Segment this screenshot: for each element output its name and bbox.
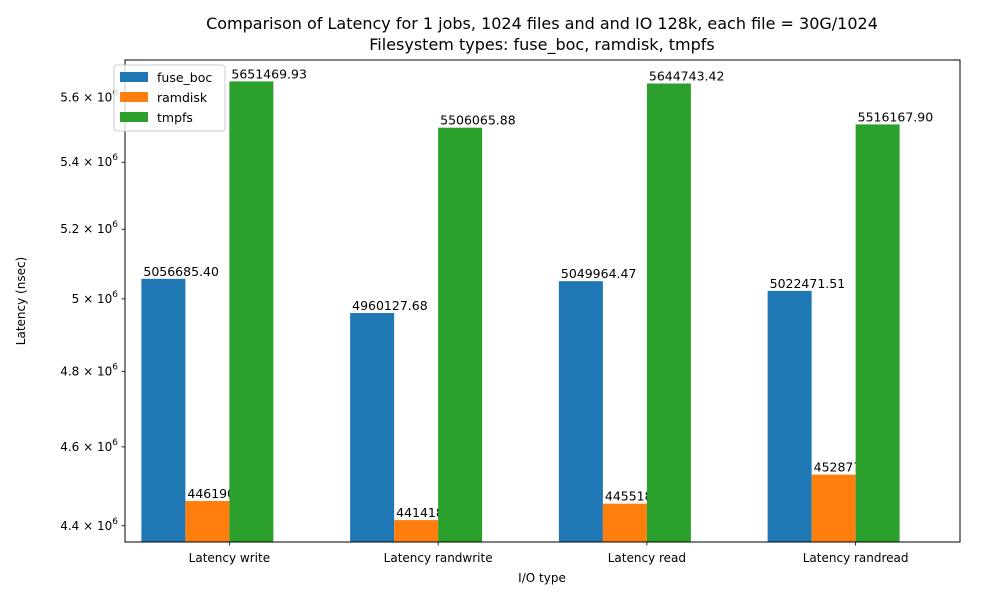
y-tick-label: 5 × 106 — [72, 290, 119, 306]
bar-ramdisk-0 — [185, 500, 230, 542]
data-label-tmpfs-1: 5506065.88 — [440, 113, 516, 128]
bar-fuse_boc-2 — [558, 281, 603, 542]
data-label-fuse_boc-1: 4960127.68 — [352, 298, 428, 313]
bars-group: 5056685.404461900.865651469.934960127.68… — [141, 66, 934, 543]
x-tick-label: Latency randread — [803, 551, 909, 565]
data-label-fuse_boc-0: 5056685.40 — [143, 264, 219, 279]
data-label-tmpfs-2: 5644743.42 — [649, 69, 725, 84]
y-axis-label: Latency (nsec) — [14, 257, 28, 345]
y-tick-label: 5.6 × 106 — [60, 89, 118, 105]
data-label-tmpfs-0: 5651469.93 — [231, 66, 307, 81]
bar-fuse_boc-3 — [767, 290, 812, 542]
legend-swatch-ramdisk — [120, 92, 148, 102]
x-axis-ticks: Latency write Latency randwrite Latency re… — [189, 542, 909, 565]
bar-tmpfs-3 — [855, 124, 900, 543]
legend-label-ramdisk: ramdisk — [157, 90, 208, 105]
chart-subtitle: Filesystem types: fuse_boc, ramdisk, tmp… — [369, 35, 714, 55]
data-label-fuse_boc-3: 5022471.51 — [770, 276, 846, 291]
legend-swatch-tmpfs — [120, 112, 148, 122]
bar-ramdisk-3 — [811, 474, 856, 542]
bar-fuse_boc-1 — [350, 313, 395, 542]
y-tick-label: 5.4 × 106 — [60, 153, 118, 169]
chart-title: Comparison of Latency for 1 jobs, 1024 f… — [206, 14, 878, 33]
y-tick-label: 4.8 × 106 — [60, 362, 118, 378]
bar-ramdisk-1 — [394, 520, 439, 542]
bar-tmpfs-0 — [229, 81, 274, 543]
x-tick-label: Latency randwrite — [384, 551, 493, 565]
y-tick-label: 4.6 × 106 — [60, 438, 118, 454]
plot-frame — [124, 59, 961, 543]
data-label-tmpfs-3: 5516167.90 — [858, 109, 934, 124]
x-tick-label: Latency read — [608, 551, 686, 565]
bar-tmpfs-2 — [646, 83, 691, 542]
bar-ramdisk-2 — [602, 503, 647, 542]
legend-label-fuse_boc: fuse_boc — [157, 70, 212, 85]
bar-tmpfs-1 — [438, 127, 483, 543]
y-tick-label: 5.2 × 106 — [60, 220, 118, 236]
bar-fuse_boc-0 — [141, 278, 186, 542]
legend-swatch-fuse_boc — [120, 72, 148, 82]
x-axis-label: I/O type — [518, 571, 566, 585]
legend-label-tmpfs: tmpfs — [157, 110, 193, 125]
y-axis-ticks: 4.4 × 106 4.6 × 106 4.8 × 106 5 × 106 5.2 × … — [60, 89, 125, 533]
data-label-fuse_boc-2: 5049964.47 — [561, 266, 637, 281]
y-tick-label: 4.4 × 106 — [60, 517, 118, 533]
x-tick-label: Latency write — [189, 551, 270, 565]
